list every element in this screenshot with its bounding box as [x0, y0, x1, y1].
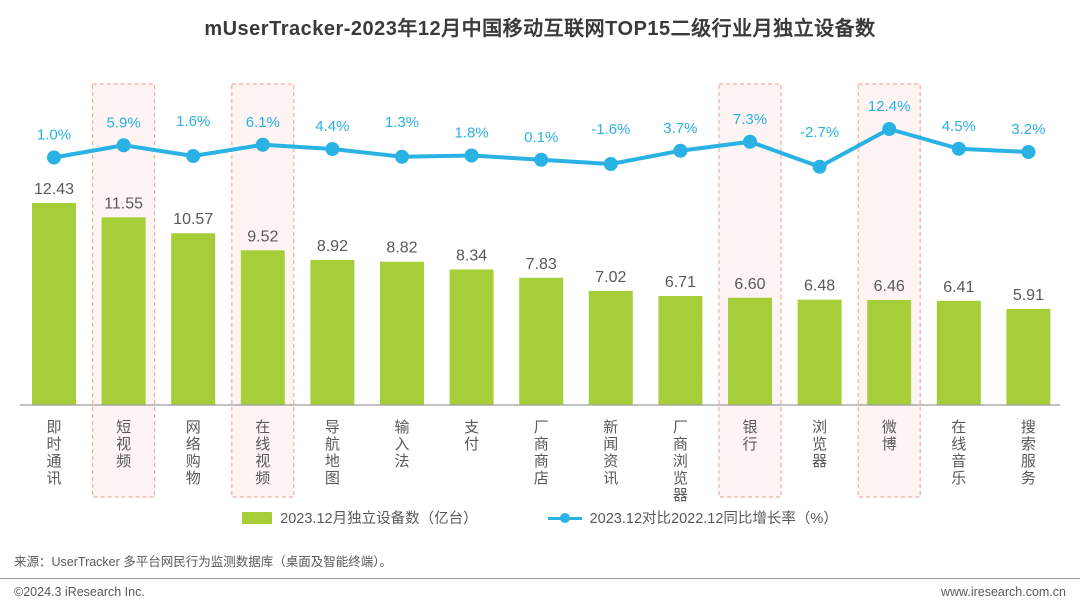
bar — [519, 277, 564, 405]
growth-value-label: 1.3% — [385, 114, 419, 131]
bar-value-label: 8.34 — [456, 247, 487, 264]
growth-value-label: 3.2% — [1011, 121, 1045, 138]
bar-value-label: 6.46 — [874, 278, 905, 295]
footer-divider — [0, 578, 1080, 579]
bar — [728, 297, 772, 405]
bar — [240, 250, 285, 405]
category-label: 输入法 — [394, 419, 409, 470]
category-label: 支付 — [464, 419, 479, 453]
growth-value-label: 0.1% — [524, 129, 558, 146]
category-label: 厂商浏览器 — [673, 419, 688, 504]
bar — [936, 300, 981, 405]
category-label: 短视频 — [116, 419, 131, 470]
growth-value-label: 1.8% — [454, 125, 488, 142]
growth-point — [534, 152, 549, 167]
bar — [1006, 308, 1051, 405]
category-label: 浏览器 — [812, 419, 827, 470]
line-series-marker — [547, 512, 582, 524]
growth-point — [116, 138, 131, 153]
bar-value-label: 12.43 — [34, 181, 74, 198]
bar-value-label: 6.48 — [804, 278, 835, 295]
chart-title: mUserTracker-2023年12月中国移动互联网TOP15二级行业月独立… — [204, 18, 876, 40]
legend-item-devices: 2023.12月独立设备数（亿台） — [242, 507, 478, 528]
bar-value-label: 6.41 — [943, 279, 974, 296]
growth-value-label: 12.4% — [868, 98, 911, 115]
growth-value-label: 1.6% — [176, 113, 210, 130]
highlight-region — [857, 83, 921, 498]
bar-series-swatch — [242, 511, 273, 524]
bar — [171, 233, 216, 405]
growth-point — [882, 122, 897, 136]
growth-point — [673, 143, 688, 158]
growth-value-label: 1.0% — [37, 127, 71, 144]
category-label: 即时通讯 — [46, 419, 61, 487]
line-series-label: 2023.12对比2022.12同比增长率（%） — [589, 511, 838, 527]
growth-point — [603, 157, 618, 171]
bar — [588, 290, 633, 405]
growth-value-label: 6.1% — [246, 114, 280, 131]
legend: 2023.12月独立设备数（亿台） 2023.12对比2022.12同比增长率（… — [0, 507, 1080, 528]
growth-point — [1021, 145, 1036, 159]
category-label: 导航地图 — [325, 419, 340, 487]
copyright-text: ©2024.3 iResearch Inc. — [14, 585, 145, 599]
combo-chart: 12.43 11.55 10.57 9.52 8.92 8.82 8.34 7.83 7.02 6… — [20, 83, 1060, 504]
chart-area: 12.43 11.55 10.57 9.52 8.92 8.82 8.34 7.83 7.02 6… — [0, 60, 1080, 505]
bar-value-label: 6.60 — [734, 276, 765, 293]
bar — [32, 203, 76, 405]
growth-point — [47, 150, 61, 165]
bar — [310, 260, 355, 405]
bar-value-label: 10.57 — [173, 211, 213, 228]
bar-value-label: 7.02 — [595, 269, 626, 286]
growth-value-label: 4.4% — [315, 118, 349, 135]
bar-value-label: 8.92 — [317, 238, 348, 255]
category-label: 在线视频 — [255, 419, 270, 487]
website-link[interactable]: www.iresearch.com.cn — [940, 585, 1066, 599]
growth-value-label: 7.3% — [733, 111, 767, 128]
bar-value-label: 5.91 — [1013, 287, 1044, 304]
growth-value-label: -1.6% — [591, 121, 630, 138]
category-label: 在线音乐 — [951, 419, 966, 487]
bar — [867, 300, 912, 405]
growth-value-label: 4.5% — [942, 118, 976, 135]
bar-value-label: 7.83 — [526, 256, 557, 273]
growth-point — [395, 149, 409, 164]
growth-value-label: -2.7% — [800, 124, 839, 141]
growth-point — [464, 148, 479, 163]
growth-point — [812, 159, 827, 174]
bar-value-label: 6.71 — [665, 274, 696, 291]
bar — [797, 299, 842, 405]
growth-point — [255, 137, 270, 152]
category-label: 微博 — [882, 419, 897, 453]
legend-item-growth: 2023.12对比2022.12同比增长率（%） — [547, 507, 838, 528]
category-label: 银行 — [742, 419, 757, 453]
bar — [380, 261, 424, 405]
bar-series-label: 2023.12月独立设备数（亿台） — [280, 511, 478, 527]
growth-value-label: 5.9% — [106, 114, 140, 131]
bar-value-label: 11.55 — [104, 195, 143, 212]
growth-value-label: 3.7% — [663, 120, 697, 137]
line-marker-dot — [559, 512, 570, 523]
category-label: 网络购物 — [186, 419, 201, 487]
bar-value-label: 8.82 — [386, 240, 417, 257]
bar-value-label: 9.52 — [247, 228, 278, 245]
bar — [658, 295, 703, 405]
growth-point — [743, 134, 757, 149]
category-label: 搜索服务 — [1021, 419, 1036, 487]
growth-point — [325, 142, 340, 156]
bar — [449, 269, 494, 405]
category-label: 厂商商店 — [534, 419, 549, 487]
growth-point — [951, 141, 966, 156]
source-note: 来源：UserTracker 多平台网民行为监测数据库（桌面及智能终端）。 — [14, 555, 393, 569]
category-label: 新闻资讯 — [603, 419, 618, 487]
highlight-region — [718, 83, 782, 498]
bar — [101, 217, 146, 405]
growth-point — [186, 149, 201, 163]
footer: ©2024.3 iResearch Inc. www.iresearch.com… — [0, 585, 1080, 599]
